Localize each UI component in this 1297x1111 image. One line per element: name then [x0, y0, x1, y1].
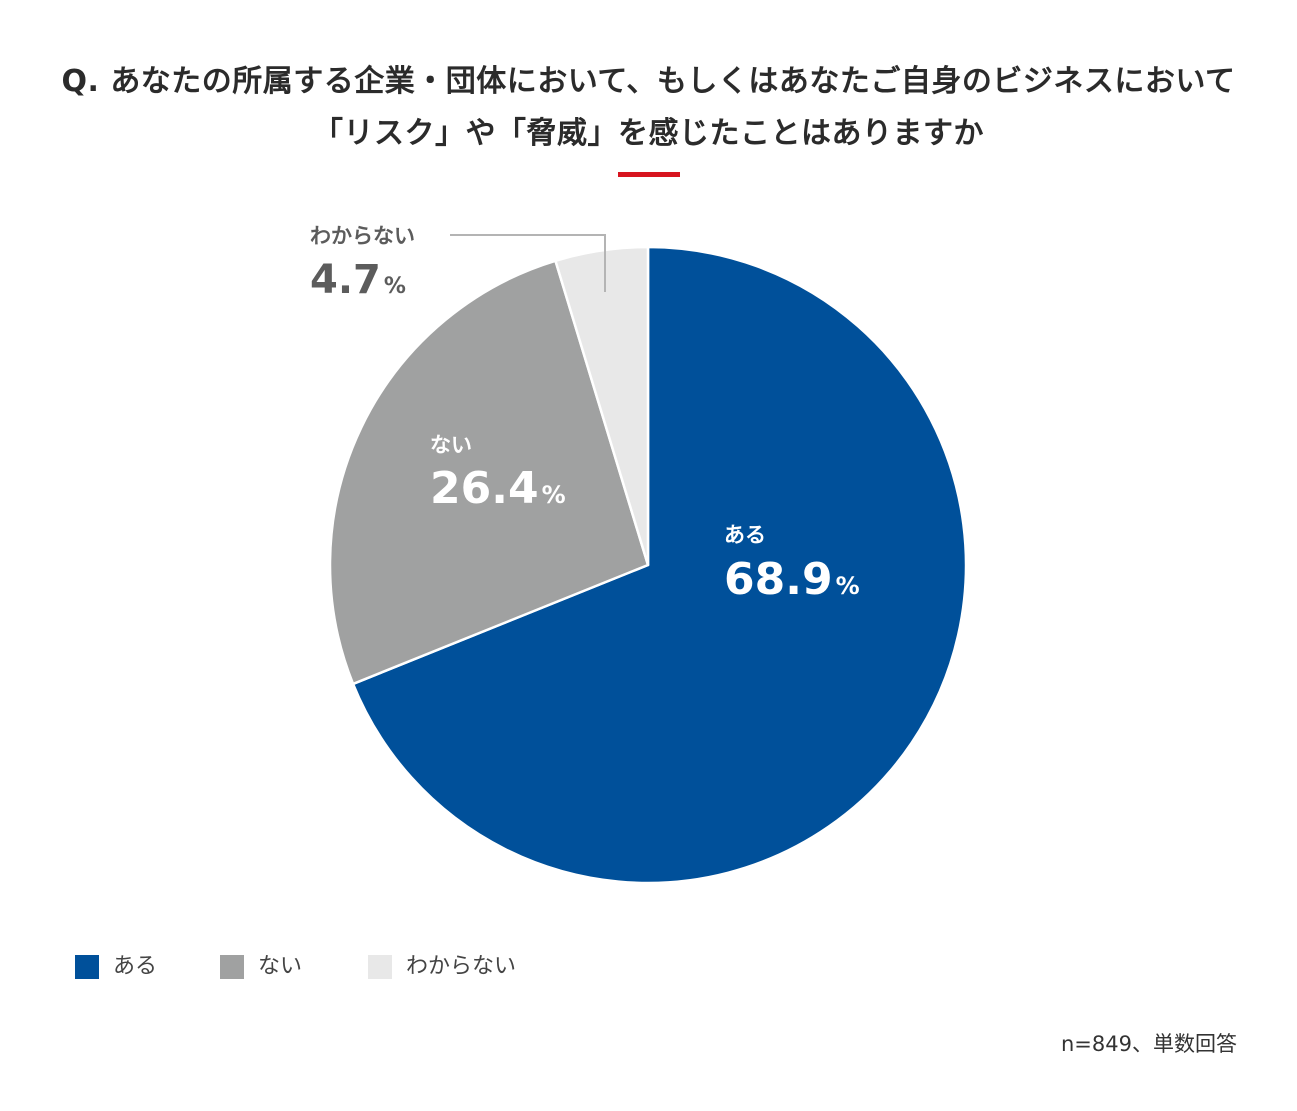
- legend-swatch-aru: [75, 955, 99, 979]
- legend-label-nai: ない: [258, 954, 303, 979]
- pie-slice-nai: [328, 259, 650, 686]
- pie-slice-wakaranai: [554, 245, 650, 567]
- slice-value-wakaranai: 4.7%: [310, 257, 406, 303]
- slice-value-nai: 26.4%: [430, 463, 566, 514]
- pie-chart: ある 68.9 % ない 26.4 % わからない 4.7%: [310, 224, 968, 885]
- leader-line-wakaranai: [450, 234, 606, 292]
- legend-label-aru: ある: [113, 954, 158, 979]
- slice-label-nai: ない: [430, 433, 472, 457]
- pie-slice-aru: [351, 245, 968, 885]
- chart-title-line-1: Q. あなたの所属する企業・団体において、もしくはあなたご自身のビジネスにおいて: [61, 64, 1236, 99]
- chart-title: Q. あなたの所属する企業・団体において、もしくはあなたご自身のビジネスにおいて…: [0, 56, 1297, 160]
- chart-title-line-2: 「リスク」や「脅威」を感じたことはありますか: [313, 116, 984, 151]
- legend-swatch-wakaranai: [368, 955, 392, 979]
- slice-value-aru: 68.9%: [724, 554, 860, 605]
- slice-label-aru: ある: [724, 523, 766, 547]
- title-accent-bar: [618, 172, 680, 177]
- legend-swatch-nai: [220, 955, 244, 979]
- legend-label-wakaranai: わからない: [406, 954, 517, 979]
- slice-label-wakaranai: わからない: [310, 224, 415, 248]
- sample-note: n=849、単数回答: [1061, 1032, 1237, 1056]
